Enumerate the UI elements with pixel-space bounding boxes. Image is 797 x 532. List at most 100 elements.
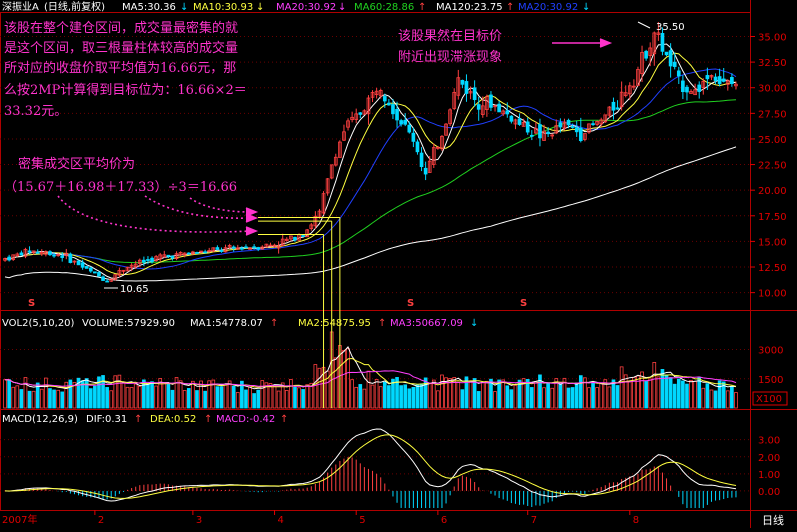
candle-body xyxy=(174,253,179,259)
x-tick-label: 3 xyxy=(196,515,202,526)
volume-bar xyxy=(672,383,677,409)
ma60-line xyxy=(4,99,737,264)
candle-body xyxy=(264,243,269,248)
candle-body xyxy=(150,257,154,262)
volume-bar xyxy=(170,389,175,409)
volume-unit-box: X100 xyxy=(752,391,788,406)
candle-body xyxy=(350,116,354,121)
candle-body xyxy=(142,259,146,263)
candle-body xyxy=(391,104,395,115)
volume-bar xyxy=(109,390,114,409)
candle-body xyxy=(129,264,134,269)
volume-bar xyxy=(93,385,97,409)
volume-bar xyxy=(709,389,714,409)
candle-body xyxy=(554,125,559,134)
volume-bar xyxy=(717,380,722,409)
volume-bar xyxy=(23,377,28,409)
volume-bar xyxy=(227,380,232,409)
candle-body xyxy=(611,101,616,111)
candle-body xyxy=(338,141,342,158)
ma5-arrow: ↓ xyxy=(180,2,188,13)
candle-body xyxy=(681,80,685,93)
candle-body xyxy=(485,96,489,110)
volume-bar xyxy=(689,380,693,409)
volume-bar xyxy=(342,350,346,409)
volume-bar xyxy=(615,385,620,409)
volume-bar xyxy=(440,374,444,409)
x-tick-label: 5 xyxy=(359,515,365,526)
candle-body xyxy=(623,92,628,96)
candle-body xyxy=(562,121,567,129)
ma120-line xyxy=(4,146,737,282)
volume-bar xyxy=(574,382,579,409)
volume-bar xyxy=(105,387,109,409)
volume-bar xyxy=(219,386,224,409)
volume-bar xyxy=(640,371,644,409)
volume-bar xyxy=(378,386,383,409)
candle-body xyxy=(697,84,702,92)
macd-tick-label: 2.00 xyxy=(758,453,780,464)
volume-bar xyxy=(546,382,550,409)
candle-body xyxy=(640,52,644,75)
candle-body xyxy=(31,250,36,254)
volume-bar xyxy=(182,390,187,409)
candle-body xyxy=(154,256,158,261)
volume-bar xyxy=(391,378,395,409)
candle-body xyxy=(705,75,710,80)
volume-bar xyxy=(97,376,101,409)
candle-body xyxy=(211,247,216,252)
candle-body xyxy=(48,251,52,256)
price-tick-label: 35.00 xyxy=(758,32,787,43)
x-tick-label: 7 xyxy=(531,515,537,526)
candle-body xyxy=(231,246,236,249)
candle-body xyxy=(68,253,73,263)
candle-body xyxy=(509,115,514,122)
annotation-right-2: 附近出现滞涨现象 xyxy=(398,50,502,65)
candle-body xyxy=(419,152,424,168)
candle-body xyxy=(121,269,126,272)
candle-body xyxy=(362,110,367,115)
volume-bar xyxy=(525,379,530,409)
candle-body xyxy=(346,120,350,128)
annotation-right-1: 该股果然在目标价 xyxy=(398,28,502,44)
period-button[interactable]: 日线 xyxy=(762,513,784,527)
volume-bar xyxy=(664,374,669,409)
candle-body xyxy=(513,119,518,125)
candle-body xyxy=(199,250,203,253)
candle-body xyxy=(452,91,457,109)
volume-bar xyxy=(276,390,281,409)
volume-bar xyxy=(244,389,248,409)
candle-body xyxy=(468,91,473,94)
macd-tick-label: 3.00 xyxy=(758,436,780,447)
candle-body xyxy=(146,259,150,261)
volume-bar xyxy=(252,393,256,409)
candle-body xyxy=(227,244,232,248)
candle-body xyxy=(619,91,624,108)
candle-body xyxy=(709,75,714,78)
volume-bar xyxy=(542,387,546,409)
candle-body xyxy=(272,244,277,247)
volume-bar xyxy=(235,392,240,409)
volume-bar xyxy=(48,388,52,409)
candle-body xyxy=(387,102,391,106)
volume-bar xyxy=(436,390,440,409)
volume-bar xyxy=(162,382,167,409)
s-marker-3: S xyxy=(520,298,527,309)
volume-bar xyxy=(444,377,448,409)
candle-body xyxy=(329,164,334,179)
volume-bar xyxy=(632,377,636,409)
price-tick-label: 30.00 xyxy=(758,84,787,95)
period-label: (日线,前复权) xyxy=(44,0,105,13)
volume-bar xyxy=(505,385,510,409)
macd-panel xyxy=(4,428,737,508)
price-tick-label: 15.00 xyxy=(758,237,787,248)
volume-bar xyxy=(146,383,150,409)
macd-header: MACD(12,26,9) DIF:0.31 ↑ DEA:0.52 ↑ MACD… xyxy=(2,414,288,425)
candle-body xyxy=(672,61,677,67)
candle-body xyxy=(725,80,730,85)
vol-ma2: MA2:54875.95 xyxy=(298,318,371,329)
annotation-average: 密集成交区平均价为 （15.67＋16.98＋17.33）÷3＝16.66 xyxy=(4,156,237,195)
target-arrow-head xyxy=(599,38,613,48)
volume-bar xyxy=(415,384,420,409)
